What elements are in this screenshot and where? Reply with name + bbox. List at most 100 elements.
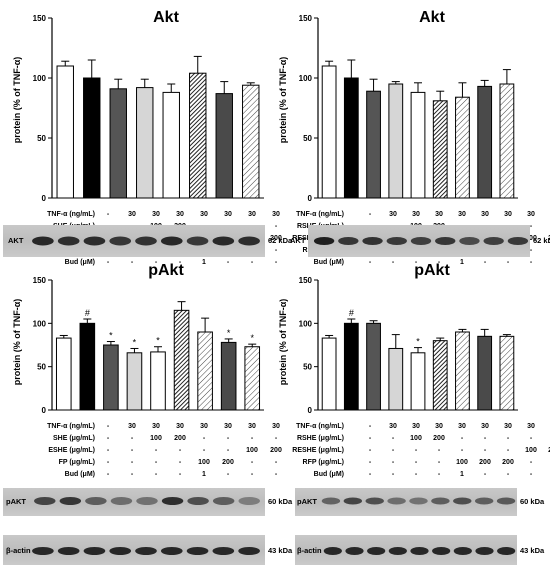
treatment-value: - xyxy=(155,447,158,454)
treatment-value: - xyxy=(530,471,533,478)
treatment-value: 30 xyxy=(458,211,466,218)
treatment-value: - xyxy=(251,471,254,478)
treatment-value: - xyxy=(179,471,182,478)
blot-pakt-left: pAKT 60 kDa xyxy=(3,488,293,516)
blot-band xyxy=(212,236,235,246)
treatment-value: 30 xyxy=(504,211,512,218)
treatment-label: Bud (μM) xyxy=(65,259,95,266)
blot-band xyxy=(238,497,260,505)
y-tick-label: 100 xyxy=(299,74,313,83)
treatment-value: - xyxy=(438,259,441,266)
treatment-value: 1 xyxy=(202,259,206,266)
treatment-value: - xyxy=(369,447,372,454)
treatment-value: - xyxy=(107,435,110,442)
blot-label-actin-right: β-actin xyxy=(297,546,322,555)
treatment-value: 30 xyxy=(248,423,256,430)
blot-band xyxy=(212,547,235,555)
y-tick-label: 50 xyxy=(303,134,312,143)
y-axis-label-tr: protein (% of TNF-α) xyxy=(278,57,288,144)
blot-band xyxy=(135,236,157,246)
bar xyxy=(343,77,359,199)
treatment-value: 200 xyxy=(548,447,550,454)
blot-band xyxy=(110,497,133,505)
treatment-value: 100 xyxy=(525,447,537,454)
blot-band xyxy=(345,547,364,555)
treatment-value: - xyxy=(203,447,206,454)
y-tick-label: 100 xyxy=(299,319,313,328)
treatment-label: SHE (μg/mL) xyxy=(53,435,95,442)
blot-pakt-right: pAKT 60 kDa xyxy=(295,488,545,516)
treatment-value: - xyxy=(155,471,158,478)
treatment-value: - xyxy=(155,459,158,466)
blot-band xyxy=(453,547,472,555)
blot-band xyxy=(186,547,209,555)
blot-band xyxy=(238,547,260,555)
treatment-value: - xyxy=(484,259,487,266)
kda-label-pakt-right: 60 kDa xyxy=(520,497,545,506)
blot-label-akt-right: AKT xyxy=(290,236,306,245)
treatment-value: - xyxy=(131,459,134,466)
blot-band xyxy=(160,547,183,555)
treatment-value: 200 xyxy=(433,435,445,442)
treatment-value: 200 xyxy=(174,435,186,442)
treatment-value: 30 xyxy=(176,211,184,218)
treatment-value: - xyxy=(275,223,278,230)
bar xyxy=(220,341,237,411)
y-tick-label: 50 xyxy=(37,134,46,143)
treatment-value: - xyxy=(179,259,182,266)
treatment-value: - xyxy=(369,459,372,466)
bar xyxy=(162,91,180,199)
treatment-table-bl: TNF-α (ng/mL) - 30 30 30 30 30 30 30 SHE (μg/mL) -… xyxy=(47,423,282,478)
panel-title-tl: Akt xyxy=(153,9,179,26)
treatment-label: Bud (μM) xyxy=(314,259,344,266)
treatment-value: - xyxy=(507,447,510,454)
treatment-label: RSHE (μg/mL) xyxy=(297,435,344,442)
treatment-value: - xyxy=(227,447,230,454)
bar xyxy=(244,346,261,411)
treatment-value: - xyxy=(179,447,182,454)
blot-band xyxy=(321,497,341,505)
panel-title-tr: Akt xyxy=(419,9,445,26)
treatment-value: - xyxy=(203,435,206,442)
blot-band xyxy=(362,237,383,245)
significance-mark: # xyxy=(85,308,90,318)
blot-band xyxy=(83,547,106,555)
blot-band xyxy=(187,497,209,505)
treatment-value: 1 xyxy=(202,471,206,478)
blot-band xyxy=(135,547,157,555)
treatment-value: 100 xyxy=(150,435,162,442)
treatment-value: - xyxy=(530,259,533,266)
treatment-value: - xyxy=(507,259,510,266)
treatment-value: - xyxy=(369,259,372,266)
bar xyxy=(79,322,96,411)
treatment-value: 30 xyxy=(176,423,184,430)
treatment-value: - xyxy=(179,459,182,466)
blot-band xyxy=(109,236,132,246)
panel-title-bl: pAkt xyxy=(148,262,184,279)
treatment-value: 100 xyxy=(198,459,210,466)
treatment-value: 30 xyxy=(481,211,489,218)
treatment-value: 30 xyxy=(527,211,535,218)
bar xyxy=(455,331,470,411)
y-axis-label-tl: protein (% of TNF-α) xyxy=(12,57,22,144)
treatment-value: 30 xyxy=(152,423,160,430)
bar xyxy=(410,352,426,411)
blot-label-akt-left: AKT xyxy=(8,236,24,245)
y-tick-label: 50 xyxy=(37,363,46,372)
blot-band xyxy=(432,547,451,555)
bar xyxy=(477,335,493,411)
treatment-value: - xyxy=(392,459,395,466)
treatment-value: - xyxy=(227,259,230,266)
treatment-value: - xyxy=(131,471,134,478)
treatment-value: - xyxy=(484,435,487,442)
treatment-value: - xyxy=(275,435,278,442)
treatment-value: - xyxy=(227,435,230,442)
blot-band xyxy=(34,497,56,505)
bar xyxy=(136,87,154,199)
blot-band xyxy=(474,497,494,505)
treatment-value: 100 xyxy=(456,459,468,466)
treatment-value: 30 xyxy=(128,423,136,430)
blot-band xyxy=(338,237,359,245)
bar xyxy=(321,337,337,411)
